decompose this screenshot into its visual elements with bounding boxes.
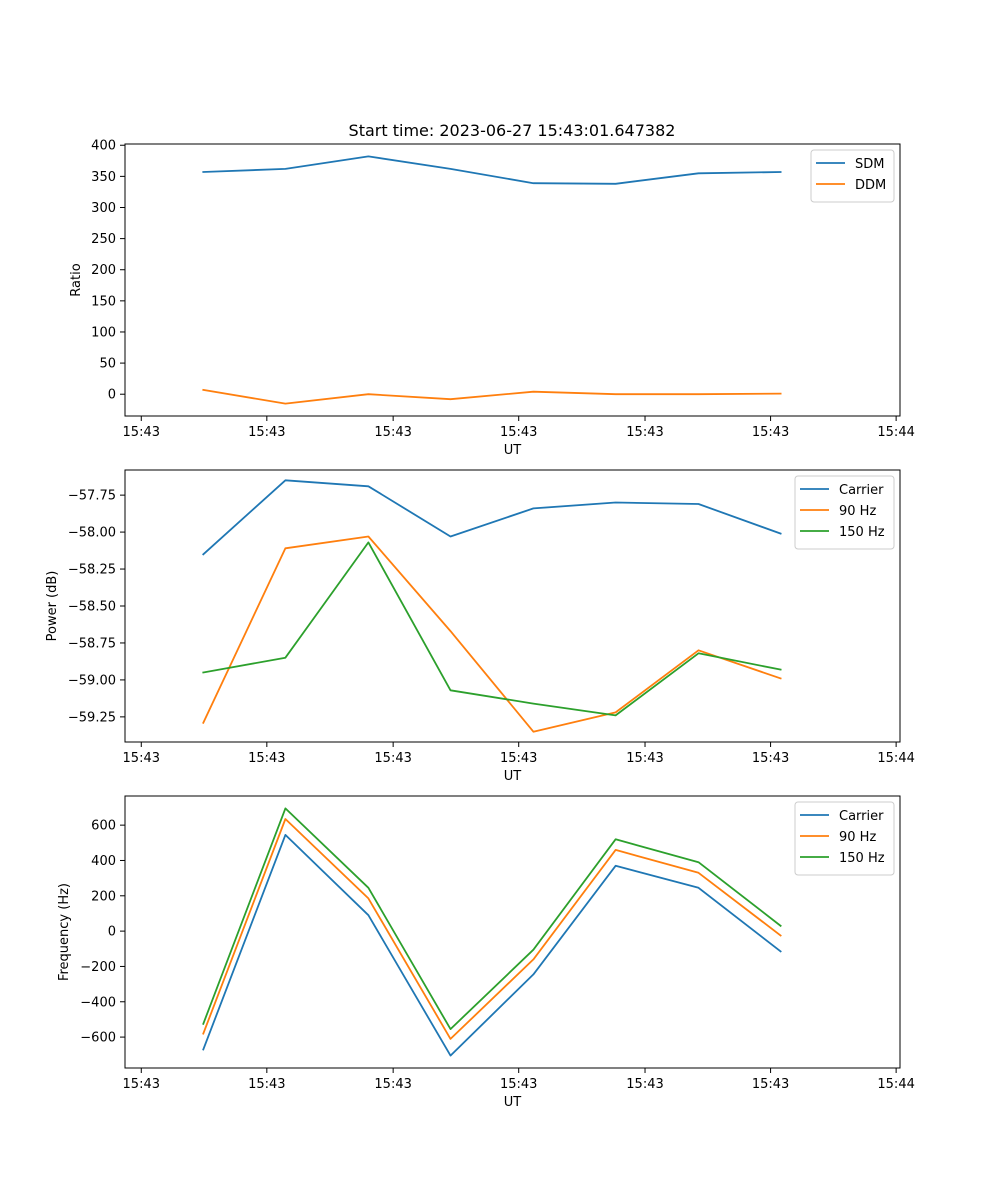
x-tick-label: 15:43 — [626, 425, 663, 440]
series-line-carrier — [202, 834, 782, 1057]
y-axis-label: Frequency (Hz) — [57, 883, 72, 981]
y-tick-label: −59.00 — [68, 673, 116, 688]
x-tick-label: 15:43 — [752, 751, 789, 766]
y-tick-label: 300 — [91, 201, 116, 216]
x-tick-label: 15:43 — [626, 1077, 663, 1092]
y-tick-label: −58.25 — [68, 563, 116, 578]
legend-label: SDM — [855, 157, 884, 172]
series-line-150-hz — [202, 807, 782, 1030]
series-line-carrier — [202, 479, 782, 556]
x-axis-label: UT — [504, 1095, 522, 1110]
axes-frame — [124, 795, 901, 1069]
y-tick-label: 200 — [91, 889, 116, 904]
y-tick-label: −58.50 — [68, 600, 116, 615]
y-tick-label: 150 — [91, 294, 116, 309]
y-tick-label: −58.00 — [68, 526, 116, 541]
legend: SDM DDM — [810, 149, 895, 203]
x-axis-label: UT — [504, 769, 522, 784]
panels: 15:43 15:43 15:43 15:43 15:43 15:43 15:44 0 50 10… — [45, 139, 915, 1110]
series-line-90-hz — [202, 535, 782, 733]
legend-label: Carrier — [839, 809, 884, 824]
y-tick-label: 600 — [91, 819, 116, 834]
x-tick-label: 15:43 — [500, 1077, 537, 1092]
y-tick-label: −600 — [80, 1031, 116, 1046]
y-tick-label: 100 — [91, 325, 116, 340]
y-tick-label: −57.75 — [68, 489, 116, 504]
legend-label: 150 Hz — [839, 851, 885, 866]
x-tick-label: 15:43 — [248, 751, 285, 766]
axes-frame — [124, 143, 901, 417]
figure-title: Start time: 2023-06-27 15:43:01.647382 — [349, 121, 676, 140]
x-tick-label: 15:43 — [123, 1077, 160, 1092]
panel-2: 15:43 15:43 15:43 15:43 15:43 15:43 15:44 −59.2… — [45, 469, 915, 784]
legend-label: Carrier — [839, 483, 884, 498]
y-tick-label: 350 — [91, 170, 116, 185]
y-tick-label: 400 — [91, 854, 116, 869]
x-tick-label: 15:43 — [500, 751, 537, 766]
y-axis-label: Ratio — [69, 263, 84, 296]
x-tick-label: 15:43 — [752, 425, 789, 440]
series-line-sdm — [202, 155, 782, 185]
panel-1: 15:43 15:43 15:43 15:43 15:43 15:43 15:44 0 50 10… — [69, 139, 915, 458]
x-tick-label: 15:43 — [500, 425, 537, 440]
x-tick-label: 15:43 — [374, 751, 411, 766]
x-tick-label: 15:44 — [877, 1077, 914, 1092]
x-tick-label: 15:43 — [374, 425, 411, 440]
x-axis-label: UT — [504, 443, 522, 458]
series-line-150-hz — [202, 541, 782, 717]
panel-3: 15:43 15:43 15:43 15:43 15:43 15:43 15:44 −600 −… — [57, 795, 915, 1110]
y-tick-label: 50 — [99, 357, 116, 372]
legend-label: 150 Hz — [839, 525, 885, 540]
y-tick-label: 200 — [91, 263, 116, 278]
legend-label: 90 Hz — [839, 830, 876, 845]
y-tick-label: 0 — [108, 925, 116, 940]
y-tick-label: 0 — [108, 388, 116, 403]
legend-label: 90 Hz — [839, 504, 876, 519]
y-tick-label: −59.25 — [68, 710, 116, 725]
series-line-ddm — [202, 388, 782, 405]
legend-label: DDM — [855, 178, 886, 193]
x-tick-label: 15:43 — [248, 425, 285, 440]
y-tick-label: −400 — [80, 995, 116, 1010]
y-tick-label: 250 — [91, 232, 116, 247]
series-line-90-hz — [202, 818, 782, 1040]
legend: Carrier 90 Hz 150 Hz — [794, 801, 895, 876]
x-tick-label: 15:43 — [248, 1077, 285, 1092]
x-tick-label: 15:43 — [123, 751, 160, 766]
legend: Carrier 90 Hz 150 Hz — [794, 475, 895, 550]
x-tick-label: 15:43 — [374, 1077, 411, 1092]
y-tick-label: 400 — [91, 139, 116, 154]
y-tick-label: −58.75 — [68, 636, 116, 651]
x-tick-label: 15:43 — [752, 1077, 789, 1092]
x-tick-label: 15:43 — [123, 425, 160, 440]
x-tick-label: 15:44 — [877, 751, 914, 766]
x-tick-label: 15:44 — [877, 425, 914, 440]
y-axis-label: Power (dB) — [45, 571, 60, 642]
y-tick-label: −200 — [80, 960, 116, 975]
x-tick-label: 15:43 — [626, 751, 663, 766]
